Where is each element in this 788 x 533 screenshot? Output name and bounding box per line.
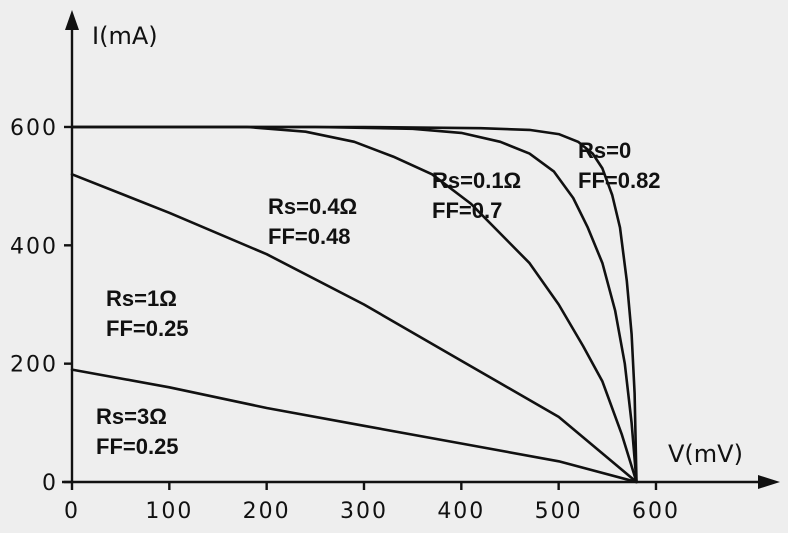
x-tick-label: 300	[340, 499, 388, 524]
curve-rs-0	[70, 125, 638, 484]
x-axis-title: V(mV)	[668, 440, 743, 468]
x-axis-arrow	[758, 475, 780, 489]
annotation-rs: Rs=1Ω	[106, 286, 177, 311]
annotation-rs: Rs=0.4Ω	[268, 194, 357, 219]
y-axis-title: I(mA)	[92, 22, 158, 50]
curve-group	[70, 125, 638, 484]
x-tick-label: 400	[437, 499, 485, 524]
annotation-rs: Rs=0.1Ω	[432, 168, 521, 193]
curve-rs-0-1ohm	[70, 125, 638, 484]
y-tick-label: 0	[42, 471, 58, 496]
annotation-rs: Rs=0	[578, 138, 631, 163]
y-tick-label: 400	[10, 234, 58, 259]
y-tick-label: 200	[10, 353, 58, 378]
x-tick-label: 0	[64, 499, 80, 524]
annotation-group: Rs=0 FF=0.82 Rs=0.1Ω FF=0.7 Rs=0.4Ω FF=0.48 Rs…	[96, 138, 661, 459]
x-tick-label: 600	[632, 499, 680, 524]
annotation-ff: FF=0.25	[96, 434, 179, 459]
y-axis-arrow	[65, 10, 79, 30]
annotation-ff: FF=0.82	[578, 168, 661, 193]
annotation-ff: FF=0.7	[432, 198, 502, 223]
annotation-rs: Rs=3Ω	[96, 404, 167, 429]
annotation-ff: FF=0.25	[106, 316, 189, 341]
curve-rs-3ohm	[70, 368, 638, 484]
annotation-ff: FF=0.48	[268, 224, 351, 249]
axes	[62, 10, 780, 489]
x-tick-label: 100	[145, 499, 193, 524]
x-tick-label: 200	[243, 499, 291, 524]
x-tick-label: 500	[535, 499, 583, 524]
curve-rs-0-4ohm	[70, 125, 638, 484]
tick-group: 0 100 200 300 400 500 600 0 200 400 600	[10, 116, 680, 524]
curve-rs-1ohm	[70, 173, 638, 484]
y-tick-label: 600	[10, 116, 58, 141]
